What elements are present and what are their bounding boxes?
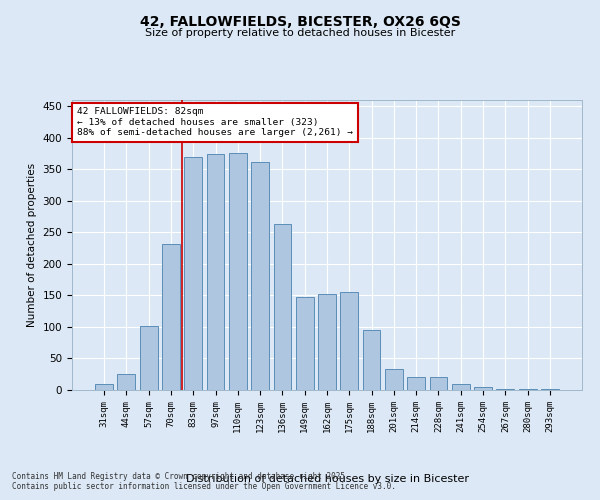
Bar	[430, 378, 448, 390]
Bar	[452, 384, 470, 390]
Bar	[229, 153, 247, 390]
X-axis label: Distribution of detached houses by size in Bicester: Distribution of detached houses by size …	[185, 474, 469, 484]
Text: Contains HM Land Registry data © Crown copyright and database right 2025.: Contains HM Land Registry data © Crown c…	[12, 472, 350, 481]
Bar	[274, 224, 292, 390]
Y-axis label: Number of detached properties: Number of detached properties	[27, 163, 37, 327]
Bar	[496, 388, 514, 390]
Bar	[362, 330, 380, 390]
Bar	[385, 369, 403, 390]
Bar	[340, 292, 358, 390]
Bar	[296, 296, 314, 390]
Bar	[474, 387, 492, 390]
Bar	[206, 154, 224, 390]
Bar	[251, 162, 269, 390]
Bar	[318, 294, 336, 390]
Text: 42 FALLOWFIELDS: 82sqm
← 13% of detached houses are smaller (323)
88% of semi-de: 42 FALLOWFIELDS: 82sqm ← 13% of detached…	[77, 108, 353, 137]
Bar	[407, 377, 425, 390]
Bar	[162, 244, 180, 390]
Text: Size of property relative to detached houses in Bicester: Size of property relative to detached ho…	[145, 28, 455, 38]
Bar	[140, 326, 158, 390]
Bar	[541, 388, 559, 390]
Bar	[118, 374, 136, 390]
Text: Contains public sector information licensed under the Open Government Licence v3: Contains public sector information licen…	[12, 482, 396, 491]
Bar	[184, 156, 202, 390]
Bar	[95, 384, 113, 390]
Text: 42, FALLOWFIELDS, BICESTER, OX26 6QS: 42, FALLOWFIELDS, BICESTER, OX26 6QS	[140, 15, 460, 29]
